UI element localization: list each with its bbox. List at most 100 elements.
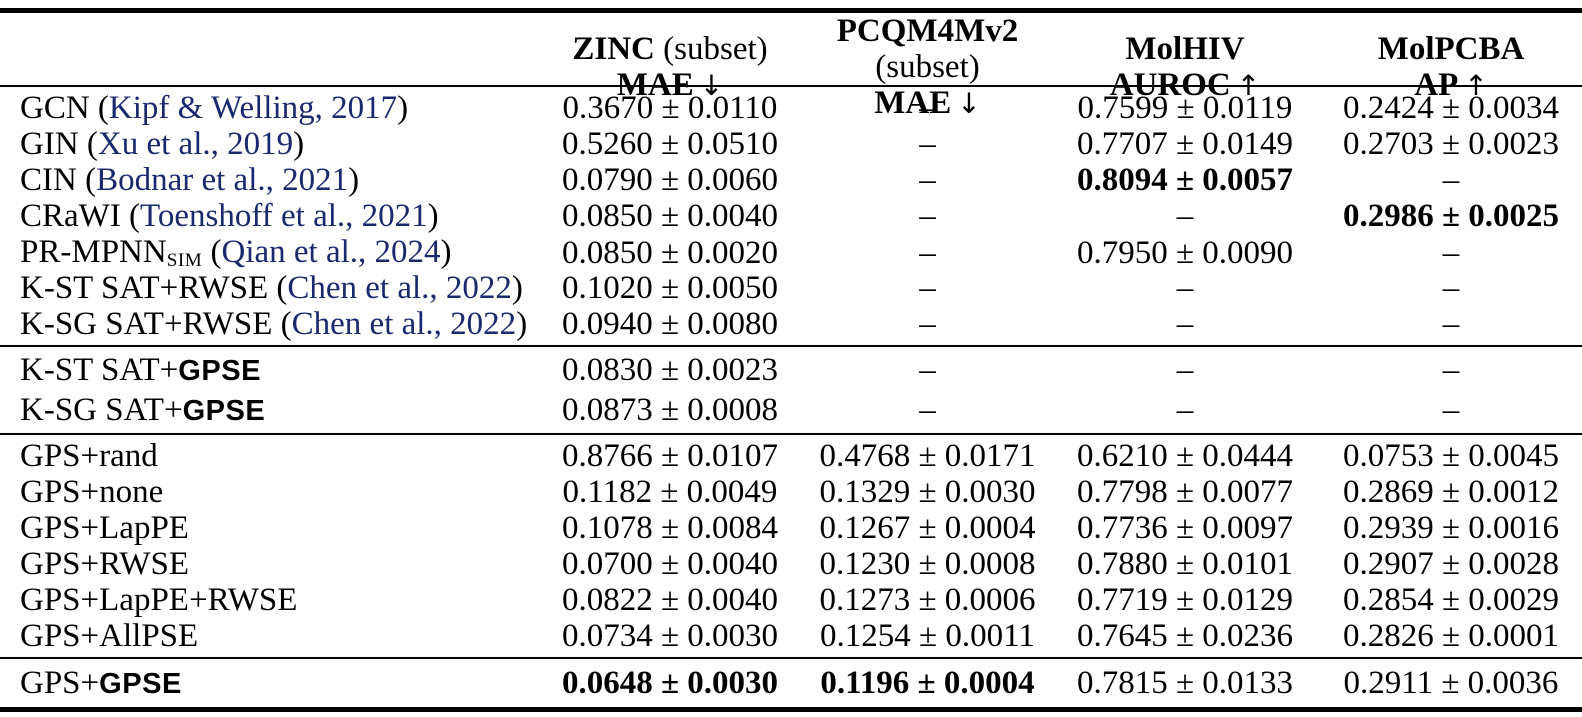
table-row: GPS+GPSE 0.0648 ± 0.0030 0.1196 ± 0.0004 0.… [0,661,1582,705]
model-name: CIN (Bodnar et al., 2021) [0,162,535,199]
metric-name: AUROC [1109,67,1231,103]
header-rule [0,85,1582,87]
model-text: K-SG SAT+RWSE ( [20,306,292,342]
value-cell: 0.0700 ± 0.0040 [561,546,779,582]
missing-value-cell: – [1442,306,1460,342]
missing-value-cell: – [1176,270,1194,306]
group-separator-rule [0,345,1582,347]
model-text: GPS+LapPE+RWSE [20,582,298,618]
model-text: ) [511,270,523,306]
model-name: GPS+RWSE [0,546,535,583]
value-cell: 0.7645 ± 0.0236 [1076,618,1294,654]
table-row: GPS+AllPSE 0.0734 ± 0.0030 0.1254 ± 0.0011… [0,618,1582,654]
arrow-up-icon: ↑ [1236,69,1261,102]
value-cell: 0.2907 ± 0.0028 [1342,546,1560,582]
model-name: GPS+AllPSE [0,618,535,655]
citation-link[interactable]: Chen et al., 2022 [287,270,512,306]
dataset-note: (subset) [875,49,980,85]
value-cell: 0.2911 ± 0.0036 [1343,664,1559,701]
gpse-label: GPSE [99,667,182,700]
citation-link[interactable]: Qian et al., 2024 [221,234,441,270]
missing-value-cell: – [919,351,936,388]
dataset-name: PCQM4Mv2 [836,13,1019,49]
value-cell: 0.7599 ± 0.0119 [1077,90,1293,126]
table-row: K-ST SAT+GPSE 0.0830 ± 0.0023 – – – [0,350,1582,390]
table-row: PR-MPNNSIM (Qian et al., 2024) 0.0850 ± 0… [0,234,1582,271]
value-cell: 0.6210 ± 0.0444 [1076,438,1294,474]
dataset-name: MolHIV [1125,31,1245,67]
missing-value-cell: – [1442,391,1460,428]
model-text: ) [440,234,452,270]
model-text: PR-MPNN [20,234,167,270]
citation-link[interactable]: Bodnar et al., 2021 [96,162,349,198]
gpse-label: GPSE [178,354,261,387]
table-row: K-SG SAT+RWSE (Chen et al., 2022) 0.0940 … [0,306,1582,342]
value-cell: 0.1329 ± 0.0030 [819,474,1036,510]
model-name: K-ST SAT+RWSE (Chen et al., 2022) [0,270,535,307]
model-text: ) [397,90,409,126]
value-cell: 0.0753 ± 0.0045 [1342,438,1560,474]
value-cell: 0.2826 ± 0.0001 [1342,618,1560,654]
model-text: GPS+rand [20,438,158,474]
model-name: K-SG SAT+GPSE [0,392,535,429]
table-row: GCN (Kipf & Welling, 2017) 0.3670 ± 0.011… [0,90,1582,126]
missing-value-cell: – [919,234,936,271]
value-cell: 0.7950 ± 0.0090 [1076,234,1294,271]
value-cell: 0.0790 ± 0.0060 [561,162,779,198]
table-row: GPS+LapPE 0.1078 ± 0.0084 0.1267 ± 0.0004 0… [0,510,1582,546]
missing-value-cell: – [1442,351,1460,388]
metric-name: MAE [874,85,952,121]
citation-link[interactable]: Kipf & Welling, 2017 [108,90,398,126]
group-separator-rule [0,433,1582,435]
value-cell: 0.1230 ± 0.0008 [819,546,1036,582]
value-cell: 0.7707 ± 0.0149 [1076,126,1294,162]
value-cell: 0.2703 ± 0.0023 [1342,126,1560,162]
missing-value-cell: – [1442,234,1460,271]
value-cell: 0.3670 ± 0.0110 [562,90,778,126]
metric-name: MAE [616,67,694,103]
column-header: MolPCBA AP ↑ [1320,31,1582,104]
value-cell: 0.1078 ± 0.0084 [561,510,779,546]
table-row: CRaWI (Toenshoff et al., 2021) 0.0850 ± 0… [0,198,1582,234]
value-cell: 0.7719 ± 0.0129 [1076,582,1294,618]
missing-value-cell: – [1442,162,1460,198]
model-name: GIN (Xu et al., 2019) [0,126,535,163]
value-cell: 0.7880 ± 0.0101 [1076,546,1294,582]
value-cell: 0.7815 ± 0.0133 [1076,664,1294,701]
model-text: ) [516,306,528,342]
value-cell: 0.1267 ± 0.0004 [819,510,1036,546]
table-row: CIN (Bodnar et al., 2021) 0.0790 ± 0.0060… [0,162,1582,198]
table-row: GPS+RWSE 0.0700 ± 0.0040 0.1230 ± 0.0008 0.… [0,546,1582,582]
table-row: GPS+rand 0.8766 ± 0.0107 0.4768 ± 0.0171 0.… [0,438,1582,474]
missing-value-cell: – [919,306,936,342]
model-text: GCN ( [20,90,109,126]
citation-link[interactable]: Xu et al., 2019 [97,126,294,162]
missing-value-cell: – [919,90,936,126]
model-name: GCN (Kipf & Welling, 2017) [0,90,535,127]
dataset-note: (subset) [654,31,768,67]
table-row: GPS+LapPE+RWSE 0.0822 ± 0.0040 0.1273 ± 0.… [0,582,1582,618]
model-text: GPS+RWSE [20,546,189,582]
value-cell: 0.2869 ± 0.0012 [1342,474,1560,510]
group-separator-rule [0,657,1582,659]
table-row: GIN (Xu et al., 2019) 0.5260 ± 0.0510 – 0.7… [0,126,1582,162]
model-name: GPS+GPSE [0,665,535,702]
value-cell: 0.1273 ± 0.0006 [819,582,1036,618]
value-cell: 0.2939 ± 0.0016 [1342,510,1560,546]
model-name: GPS+none [0,474,535,511]
citation-link[interactable]: Toenshoff et al., 2021 [140,198,428,234]
arrow-down-icon: ↓ [957,87,981,120]
model-name: GPS+rand [0,438,535,475]
column-header: MolHIV AUROC ↑ [1050,31,1320,104]
arrow-down-icon: ↓ [699,69,724,102]
value-cell: 0.0940 ± 0.0080 [561,306,779,342]
value-cell: 0.1196 ± 0.0004 [820,664,1035,701]
missing-value-cell: – [919,198,936,234]
value-cell: 0.7736 ± 0.0097 [1076,510,1294,546]
model-text: CIN ( [20,162,97,198]
citation-link[interactable]: Chen et al., 2022 [291,306,517,342]
model-text: ) [348,162,360,198]
model-text: GPS+AllPSE [20,618,199,654]
value-cell: 0.1182 ± 0.0049 [562,474,778,510]
missing-value-cell: – [1176,198,1194,234]
